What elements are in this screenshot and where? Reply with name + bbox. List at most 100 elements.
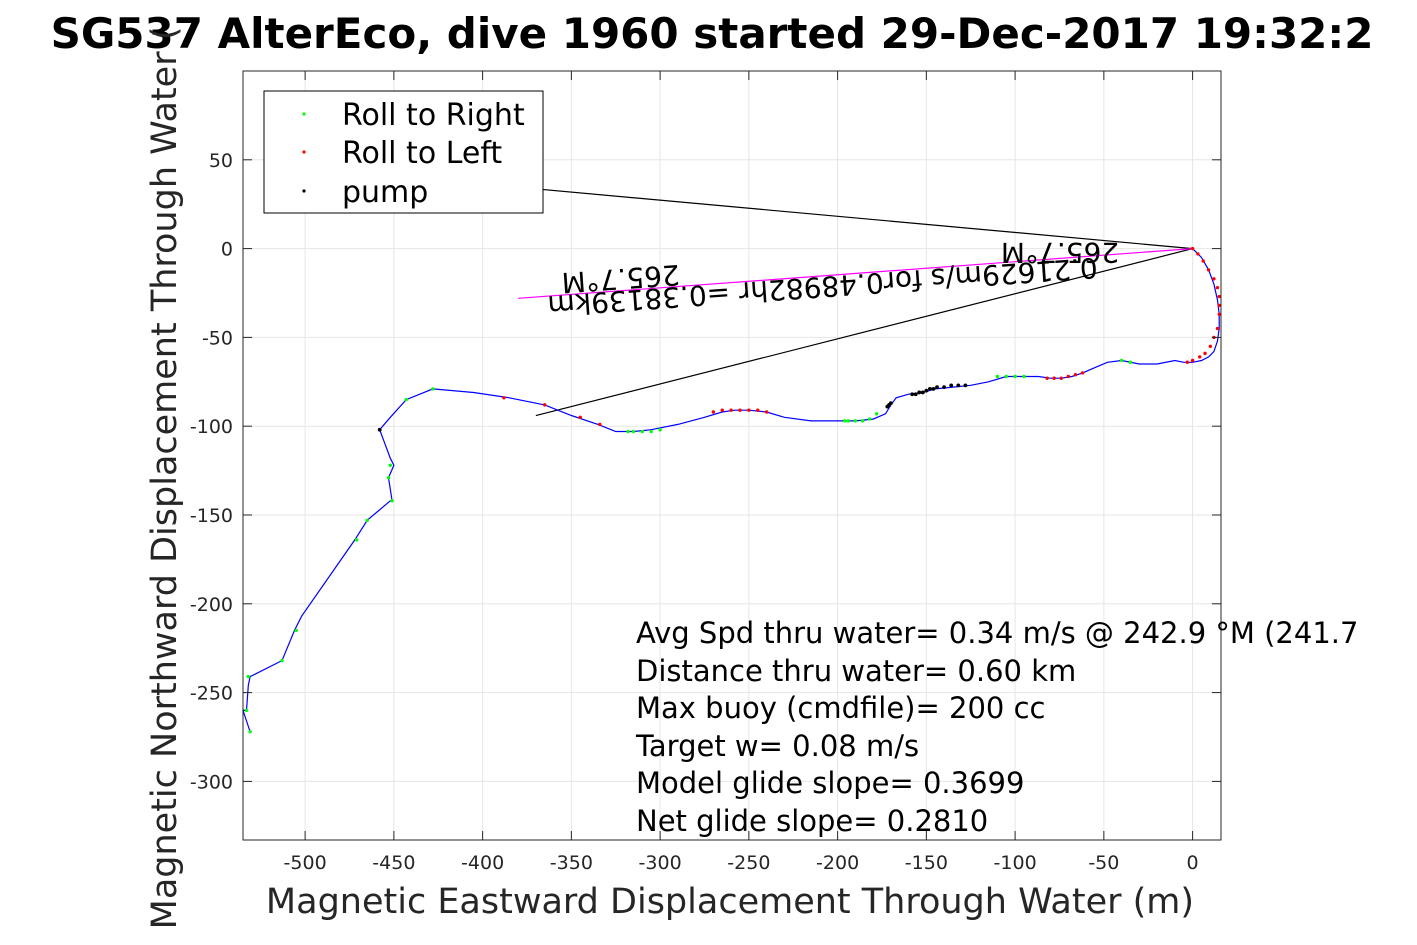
roll-right-point xyxy=(431,387,435,391)
roll-left-point xyxy=(1196,252,1200,256)
pump-point xyxy=(949,383,954,388)
pump-point xyxy=(917,390,922,395)
stat-max-buoy: Max buoy (cmdfile)= 200 cc xyxy=(636,691,1045,725)
roll-left-point xyxy=(1190,246,1195,251)
roll-right-point xyxy=(626,429,630,434)
roll-left-point xyxy=(764,410,769,414)
legend-marker-pump xyxy=(302,189,306,193)
chart-title: SG537 AlterEco, dive 1960 started 29-Dec… xyxy=(51,9,1374,58)
y-tick-label: -50 xyxy=(202,327,233,349)
pump-point xyxy=(377,427,382,432)
roll-left-point xyxy=(729,408,733,412)
roll-left-point xyxy=(720,408,724,412)
y-tick-label: -200 xyxy=(190,594,233,616)
roll-left-point xyxy=(1215,326,1220,331)
axes-box xyxy=(242,70,1222,841)
roll-right-point xyxy=(246,674,251,679)
pump-point xyxy=(928,387,932,391)
roll-left-point xyxy=(1059,376,1063,380)
roll-right-point xyxy=(853,419,858,423)
x-tick-label: -450 xyxy=(372,852,415,874)
roll-left-point xyxy=(1073,372,1078,377)
roll-left-point xyxy=(1052,376,1056,380)
roll-left-point xyxy=(598,422,602,427)
pump-point xyxy=(963,383,968,388)
roll-left-point xyxy=(1215,285,1220,290)
x-tick-label: -500 xyxy=(284,852,327,874)
roll-right-point xyxy=(294,628,298,633)
pump-point xyxy=(885,404,890,409)
roll-right-point xyxy=(640,429,645,434)
pump-point xyxy=(924,388,929,393)
y-tick-label: -100 xyxy=(190,416,233,438)
roll-left-point xyxy=(1190,358,1195,363)
pump-point xyxy=(956,383,961,388)
x-tick-label: -300 xyxy=(639,852,682,874)
roll-left-point xyxy=(1217,303,1221,308)
legend: Roll to Right Roll to Left pump xyxy=(263,90,544,214)
heading-line-magenta xyxy=(518,247,1193,299)
roll-right-point xyxy=(390,499,394,503)
x-tick-label: 0 xyxy=(1187,852,1199,874)
annotation-angle-lower: 265.7°M xyxy=(560,258,680,299)
pump-point xyxy=(931,387,936,391)
roll-left-point xyxy=(1203,351,1207,356)
roll-left-point xyxy=(747,408,751,412)
plot-content xyxy=(242,185,1221,734)
heading-line-lower xyxy=(535,248,1193,417)
roll-right-point xyxy=(843,419,847,423)
x-tick-label: -150 xyxy=(905,852,948,874)
roll-left-point xyxy=(1045,376,1049,380)
x-tick-label: -100 xyxy=(994,852,1037,874)
pump-point xyxy=(935,385,939,390)
roll-right-point xyxy=(995,374,1000,379)
roll-left-point xyxy=(756,408,760,412)
roll-left-point xyxy=(738,408,742,412)
pump-point xyxy=(920,390,925,395)
roll-right-point xyxy=(404,397,408,402)
legend-label-roll-left: Roll to Left xyxy=(342,136,502,171)
legend-label-roll-right: Roll to Right xyxy=(342,98,525,133)
roll-right-point xyxy=(846,419,850,423)
x-tick-label: -400 xyxy=(461,852,504,874)
roll-left-point xyxy=(1185,360,1189,364)
roll-left-point xyxy=(1080,371,1085,375)
roll-right-point xyxy=(649,429,653,434)
stat-model-glide: Model glide slope= 0.3699 xyxy=(636,766,1024,800)
roll-left-point xyxy=(1066,374,1071,379)
x-tick-label: -250 xyxy=(727,852,770,874)
roll-left-point xyxy=(1208,344,1213,348)
legend-box xyxy=(263,90,544,214)
x-tick-label: -350 xyxy=(550,852,593,874)
stat-distance: Distance thru water= 0.60 km xyxy=(636,654,1076,688)
x-tick-labels: -500 -450 -400 -350 -300 -250 -200 -150 -100 -50 0 xyxy=(284,852,1199,874)
roll-right-point xyxy=(658,428,662,432)
roll-left-point xyxy=(1206,268,1211,272)
roll-right-point xyxy=(1119,358,1124,363)
roll-right-point xyxy=(1004,374,1008,379)
roll-right-point xyxy=(388,463,393,467)
roll-left-point xyxy=(711,410,716,414)
roll-left-point xyxy=(1212,277,1216,281)
x-tick-label: -200 xyxy=(816,852,859,874)
roll-right-point xyxy=(244,708,249,713)
y-tick-label: -300 xyxy=(190,771,233,793)
roll-left-point xyxy=(543,403,547,407)
roll-left-point xyxy=(578,415,582,420)
y-axis-title: Magnetic Northward Displacement Through … xyxy=(145,27,185,930)
roll-right-point xyxy=(1022,374,1026,379)
dive-statistics: Avg Spd thru water= 0.34 m/s @ 242.9 °M … xyxy=(635,616,1358,838)
roll-left-point xyxy=(1201,259,1205,263)
roll-right-point xyxy=(874,412,879,416)
x-tick-label: -50 xyxy=(1088,852,1119,874)
roll-right-point xyxy=(280,658,284,663)
roll-right-point xyxy=(354,538,359,542)
legend-label-pump: pump xyxy=(342,175,428,210)
pump-point xyxy=(913,392,918,397)
annotation-angle-upper: 265.7°M xyxy=(1001,236,1119,269)
roll-left-point xyxy=(1198,355,1202,359)
stat-target-w: Target w= 0.08 m/s xyxy=(635,729,919,763)
y-tick-labels: 50 0 -50 -100 -150 -200 -250 -300 xyxy=(190,150,233,794)
heading-line-upper xyxy=(509,185,1193,250)
